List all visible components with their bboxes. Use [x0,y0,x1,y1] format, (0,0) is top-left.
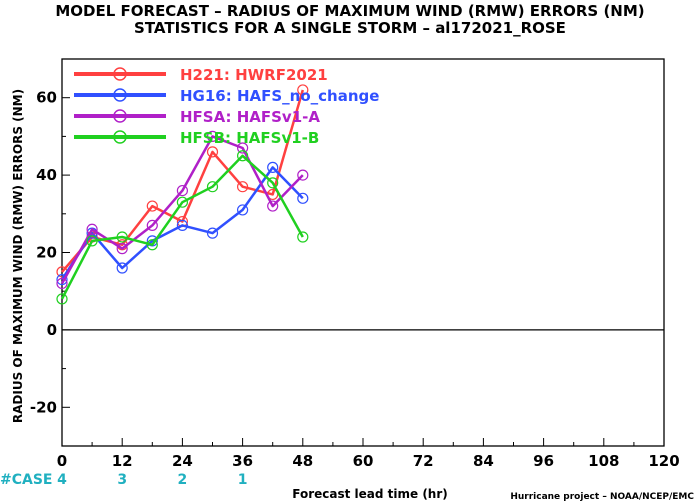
series-4 [56,150,309,305]
legend-marker [113,109,127,123]
y-tick-label: 0 [47,321,57,339]
data-point [146,200,158,212]
data-point [176,184,188,197]
data-point [206,181,219,193]
credit-text: Hurricane project – NOAA/NCEP/EMC [510,492,694,502]
data-point [297,169,309,181]
data-point [86,223,98,235]
x-tick-label: 120 [648,452,679,470]
y-tick-label: -20 [30,398,57,416]
legend-marker [113,88,127,102]
case-count: 4 [57,472,67,488]
x-tick-label: 84 [473,452,494,470]
x-tick-label: 96 [533,452,554,470]
chart-subtitle: STATISTICS FOR A SINGLE STORM – al172021… [134,19,566,37]
data-point [56,277,68,290]
data-point [176,196,188,208]
legend-label: HG16: HAFS_no_change [180,87,379,105]
series-line [60,154,304,300]
data-point [146,239,158,251]
data-point [206,130,219,142]
x-tick-label: 108 [588,452,619,470]
data-point [56,293,68,305]
data-point [297,84,309,96]
legend-marker [113,67,127,81]
x-tick-label: 0 [57,452,67,470]
x-tick-label: 24 [172,452,193,470]
data-point [267,161,279,173]
legend-item: HFSA: HAFSv1-A [74,108,320,126]
case-label: #CASE [0,472,53,488]
legend-item: HFSB: HAFSv1-B [74,129,319,147]
y-tick-label: 60 [36,89,57,107]
x-tick-label: 12 [112,452,133,470]
data-point [237,181,249,193]
case-count: 3 [117,472,127,488]
data-point [116,231,128,243]
data-point [206,146,219,158]
data-point [56,273,68,286]
case-count: 1 [238,472,248,488]
data-point [237,150,249,162]
data-point [116,262,128,274]
series-line [60,166,304,281]
series-layer [56,84,309,305]
y-axis-label: RADIUS OF MAXIMUM WIND (RMW) ERRORS (NM) [11,89,25,423]
legend-item: HG16: HAFS_no_change [74,87,379,105]
case-count: 2 [178,472,188,488]
data-point [146,219,158,232]
y-axis: -20 0 20 40 60 [30,58,70,447]
legend-label: HFSB: HAFSv1-B [180,129,319,147]
case-count-row: #CASE 4 3 2 1 [0,472,247,488]
legend-label: H221: HWRF2021 [180,66,328,84]
x-tick-label: 48 [292,452,313,470]
data-point [116,243,128,255]
data-point [297,192,309,204]
y-tick-label: 20 [36,244,57,262]
series-line [60,135,304,285]
data-point [206,227,219,239]
data-point [267,200,279,212]
x-tick-label: 72 [413,452,434,470]
legend: H221: HWRF2021 HG16: HAFS_no_change HFSA: … [74,66,379,147]
data-point [297,231,309,243]
data-point [267,177,279,189]
data-point [176,219,188,232]
chart-title: MODEL FORECAST – RADIUS OF MAXIMUM WIND … [55,2,644,20]
x-axis-label: Forecast lead time (hr) [292,487,448,501]
x-tick-label: 60 [353,452,374,470]
series-3 [56,130,309,290]
legend-marker [113,130,127,144]
x-tick-label: 36 [232,452,253,470]
y-tick-label: 40 [36,166,57,184]
data-point [237,204,249,216]
data-point [86,235,98,247]
x-axis: 0 12 24 36 48 60 72 84 96 108 120 [57,438,680,470]
data-point [237,142,249,154]
legend-item: H221: HWRF2021 [74,66,328,84]
legend-label: HFSA: HAFSv1-A [180,108,320,126]
